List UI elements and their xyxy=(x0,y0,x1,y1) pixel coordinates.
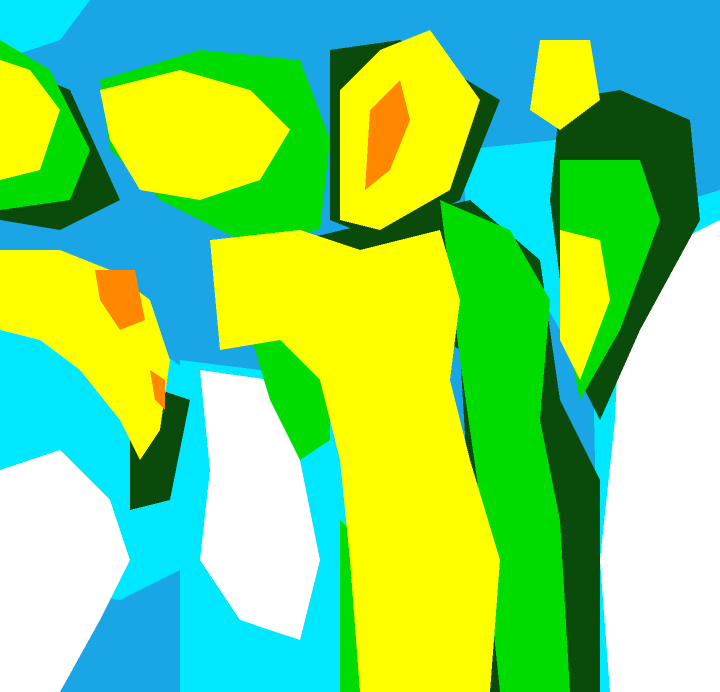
yellow-regions xyxy=(0,30,610,692)
orange-regions xyxy=(95,80,410,410)
